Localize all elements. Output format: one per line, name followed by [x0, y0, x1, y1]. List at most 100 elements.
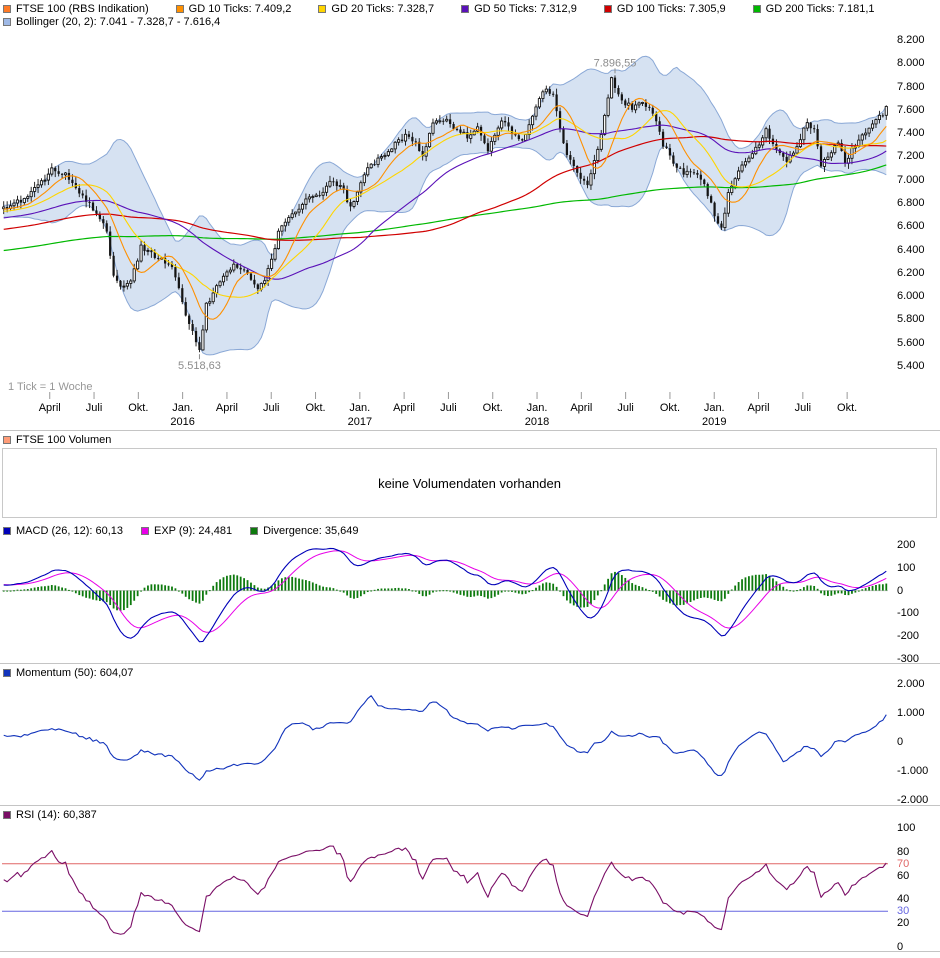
macd-line-swatch-icon [3, 526, 11, 535]
x-tick-month: April [215, 402, 238, 414]
exp-line-label: EXP (9): 24,481 [154, 524, 233, 537]
legend-item-momentum-line: Momentum (50): 604,07 [3, 667, 133, 679]
main-y-tick: 6.600 [897, 220, 925, 233]
x-tick-month: Juli [617, 402, 634, 414]
macd-chart-canvas[interactable] [0, 538, 892, 662]
exp-line-swatch-icon [141, 526, 149, 535]
macd-y-tick: -300 [897, 653, 920, 665]
ftse-series-swatch-icon [3, 4, 11, 13]
x-tick-month: Juli [262, 402, 280, 414]
panel-separator [0, 663, 940, 664]
no-volume-message: keine Volumendaten vorhanden [378, 475, 561, 491]
legend-item-gd50: GD 50 Ticks: 7.312,9 [461, 3, 577, 15]
volume-series-label: FTSE 100 Volumen [16, 433, 112, 446]
main-y-tick: 6.800 [897, 197, 925, 209]
momentum-y-tick: 1.000 [897, 707, 925, 719]
main-y-tick: 7.600 [897, 103, 925, 116]
gd200-swatch-icon [752, 4, 761, 13]
macd-y-tick: -100 [897, 607, 920, 620]
rsi-y-tick: 60 [897, 869, 910, 882]
main-y-tick: 6.400 [897, 243, 925, 256]
main-legend-row-2: Bollinger (20, 2): 7.041 - 7.328,7 - 7.6… [3, 15, 220, 28]
x-tick-month: Jan. [526, 402, 548, 414]
x-tick-month: Okt. [128, 402, 149, 414]
rsi-y-tick: 40 [897, 893, 910, 906]
x-tick-month: Juli [794, 402, 812, 414]
gd50-swatch-icon [461, 4, 470, 13]
x-tick-month: Okt. [305, 402, 326, 414]
main-price-chart-canvas[interactable] [0, 28, 892, 400]
main-y-tick: 5.600 [897, 336, 925, 349]
x-tick-month: Okt. [837, 402, 858, 414]
legend-item-divergence-bars: Divergence: 35,649 [250, 525, 358, 537]
volume-series-swatch-icon [3, 435, 11, 444]
rsi-level-label: 30 [897, 905, 910, 918]
x-tick-month: Juli [440, 402, 457, 414]
volume-legend: FTSE 100 Volumen [3, 433, 111, 446]
x-tick-month: Okt. [659, 402, 681, 414]
gd50-label: GD 50 Ticks: 7.312,9 [474, 2, 577, 15]
rsi-line-swatch-icon [3, 810, 11, 819]
momentum-y-tick: 0 [897, 736, 904, 748]
momentum-y-tick: -2.000 [897, 794, 929, 806]
x-tick-year: 2019 [701, 416, 727, 428]
main-y-tick: 8.000 [897, 57, 925, 70]
main-y-tick: 7.800 [897, 80, 925, 93]
x-tick-month: Juli [85, 402, 103, 414]
bollinger-label: Bollinger (20, 2): 7.041 - 7.328,7 - 7.6… [16, 15, 221, 28]
macd-y-tick: 0 [897, 584, 904, 597]
legend-item-gd20: GD 20 Ticks: 7.328,7 [318, 3, 434, 15]
divergence-bars-swatch-icon [250, 526, 259, 535]
panel-separator [0, 951, 940, 952]
rsi-y-tick: 80 [897, 845, 910, 858]
main-y-tick: 8.200 [897, 34, 925, 46]
legend-item-bollinger: Bollinger (20, 2): 7.041 - 7.328,7 - 7.6… [3, 16, 220, 28]
rsi-line-label: RSI (14): 60,387 [16, 808, 97, 821]
ftse-series-label: FTSE 100 (RBS Indikation) [16, 2, 149, 15]
main-y-tick: 6.000 [897, 290, 925, 303]
panel-separator [0, 805, 940, 806]
macd-y-tick: -200 [897, 630, 920, 643]
panel-separator [0, 430, 940, 431]
macd-y-tick: 200 [897, 539, 916, 551]
main-y-tick: 5.400 [897, 360, 925, 372]
rsi-chart-canvas[interactable] [0, 822, 892, 952]
momentum-legend: Momentum (50): 604,07 [3, 666, 133, 679]
legend-item-rsi-line: RSI (14): 60,387 [3, 809, 97, 821]
main-y-tick: 6.200 [897, 266, 925, 279]
x-tick-month: Jan. [703, 402, 725, 414]
rsi-y-tick: 100 [897, 822, 916, 834]
gd100-label: GD 100 Ticks: 7.305,9 [616, 2, 726, 15]
legend-item-gd100: GD 100 Ticks: 7.305,9 [603, 2, 726, 15]
divergence-bars-label: Divergence: 35,649 [263, 524, 359, 537]
momentum-chart-canvas[interactable] [0, 678, 892, 806]
gd10-swatch-icon [175, 4, 184, 13]
rsi-y-tick: 0 [897, 941, 904, 953]
x-tick-year: 2018 [524, 416, 550, 428]
x-tick-year: 2016 [170, 416, 195, 428]
main-y-tick: 7.200 [897, 150, 925, 163]
gd20-swatch-icon [318, 4, 327, 13]
tick-note: 1 Tick = 1 Woche [8, 381, 93, 393]
main-y-tick: 7.000 [897, 173, 925, 186]
macd-line-label: MACD (26, 12): 60,13 [16, 524, 123, 537]
x-tick-month: Jan. [172, 402, 194, 414]
gd20-label: GD 20 Ticks: 7.328,7 [331, 2, 435, 15]
rsi-y-tick: 20 [897, 917, 910, 930]
momentum-line-label: Momentum (50): 604,07 [16, 666, 134, 679]
momentum-y-tick: -1.000 [897, 765, 929, 777]
bollinger-swatch-icon [3, 17, 11, 26]
macd-legend: MACD (26, 12): 60,13 EXP (9): 24,481 Diver… [3, 524, 358, 537]
x-tick-year: 2017 [347, 416, 373, 428]
legend-item-volume-series: FTSE 100 Volumen [3, 434, 111, 446]
volume-panel: keine Volumendaten vorhanden [2, 448, 937, 518]
x-tick-month: April [570, 402, 593, 414]
gd200-label: GD 200 Ticks: 7.181,1 [765, 2, 875, 15]
legend-item-exp-line: EXP (9): 24,481 [141, 525, 232, 537]
main-y-tick: 5.800 [897, 313, 925, 326]
x-tick-month: April [38, 402, 61, 414]
x-tick-month: Jan. [349, 402, 371, 414]
main-legend-row-1: FTSE 100 (RBS Indikation) GD 10 Ticks: 7.… [3, 2, 875, 15]
rsi-level-label: 70 [897, 857, 910, 870]
